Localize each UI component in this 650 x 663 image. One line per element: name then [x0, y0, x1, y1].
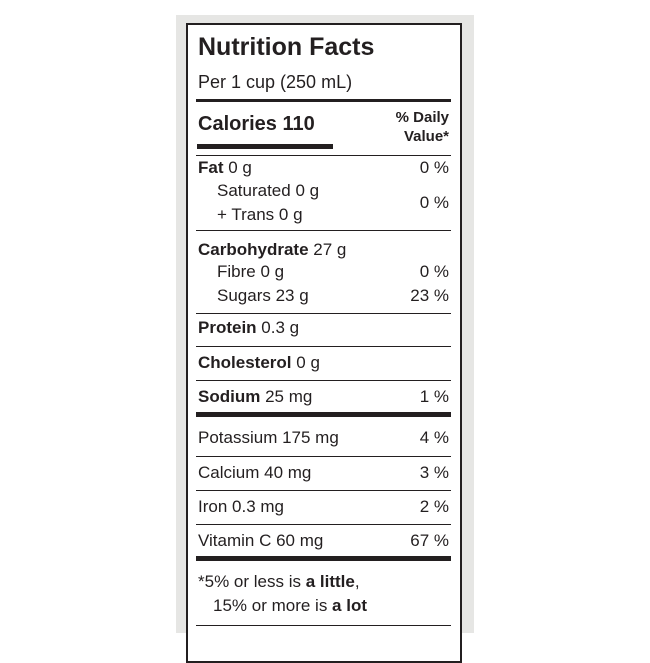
footnote-part: a little — [305, 572, 355, 591]
nutrient-label: Saturated 0 g — [217, 181, 320, 200]
nutrient-name: Sugars 23 g — [217, 286, 309, 306]
nutrient-name: Cholesterol 0 g — [198, 353, 320, 373]
nutrient-name: + Trans 0 g — [217, 205, 303, 224]
dv-header: % Daily — [395, 109, 449, 126]
nutrient-amount: 0.3 g — [261, 318, 300, 337]
footnote: *5% or less is a little, — [198, 572, 360, 592]
nutrient-label: Carbohydrate — [198, 240, 309, 259]
title: Nutrition Facts — [198, 33, 375, 61]
nutrient-name: Sodium 25 mg — [198, 387, 312, 407]
nutrient-name: Vitamin C 60 mg — [198, 531, 323, 551]
nutrient-label: Fibre 0 g — [217, 262, 285, 281]
footnote: 15% or more is a lot — [213, 596, 367, 616]
rule — [196, 346, 451, 347]
nutrient-amount: 0 g — [296, 353, 320, 372]
rule — [196, 556, 451, 561]
rule — [196, 524, 451, 525]
rule — [196, 412, 451, 417]
rule — [196, 490, 451, 491]
nutrient-label: Potassium 175 mg — [198, 428, 339, 447]
daily-value: 0 % — [419, 193, 449, 212]
nutrient-name: Potassium 175 mg — [198, 428, 339, 448]
daily-value: 1 % — [419, 387, 449, 406]
nutrient-label: Vitamin C 60 mg — [198, 531, 324, 550]
rule — [197, 144, 333, 149]
daily-value: 4 % — [419, 428, 449, 447]
nutrient-label: Cholesterol — [198, 353, 292, 372]
rule — [196, 230, 451, 231]
nutrient-name: Fibre 0 g — [217, 262, 284, 282]
daily-value: 0 % — [419, 262, 449, 281]
rule — [196, 99, 451, 102]
calories: Calories 110 — [198, 113, 315, 135]
nutrient-amount: 0 g — [228, 158, 252, 177]
daily-value: 23 % — [410, 286, 449, 305]
rule — [196, 625, 451, 626]
nutrient-amount: 25 mg — [265, 387, 313, 406]
footnote-part: a lot — [332, 596, 367, 615]
nutrient-amount: 27 g — [313, 240, 347, 259]
nutrient-label: Sodium — [198, 387, 261, 406]
nutrient-label: Calcium 40 mg — [198, 463, 312, 482]
nutrient-name: Protein 0.3 g — [198, 318, 299, 338]
rule — [196, 155, 451, 156]
footnote-part: *5% or less is — [198, 572, 306, 591]
nutrient-label: Fat — [198, 158, 224, 177]
nutrient-label: Sugars 23 g — [217, 286, 309, 305]
rule — [196, 313, 451, 314]
daily-value: 0 % — [419, 158, 449, 177]
rule — [196, 380, 451, 381]
nutrient-label: Iron 0.3 mg — [198, 497, 284, 516]
daily-value: 3 % — [419, 463, 449, 482]
nutrient-name: Calcium 40 mg — [198, 463, 311, 483]
nutrient-name: Saturated 0 g — [217, 181, 319, 201]
serving: Per 1 cup (250 mL) — [198, 72, 353, 92]
dv-header: Value* — [403, 128, 449, 145]
footnote-part: , — [354, 572, 360, 591]
rule — [196, 456, 451, 457]
nutrient-label: Protein — [198, 318, 257, 337]
nutrient-name: Iron 0.3 mg — [198, 497, 284, 517]
daily-value: 67 % — [410, 531, 449, 550]
nutrient-name: Carbohydrate 27 g — [198, 240, 346, 260]
nutrient-name: Fat 0 g — [198, 158, 252, 178]
daily-value: 2 % — [419, 497, 449, 516]
footnote-part: 15% or more is — [213, 596, 333, 615]
